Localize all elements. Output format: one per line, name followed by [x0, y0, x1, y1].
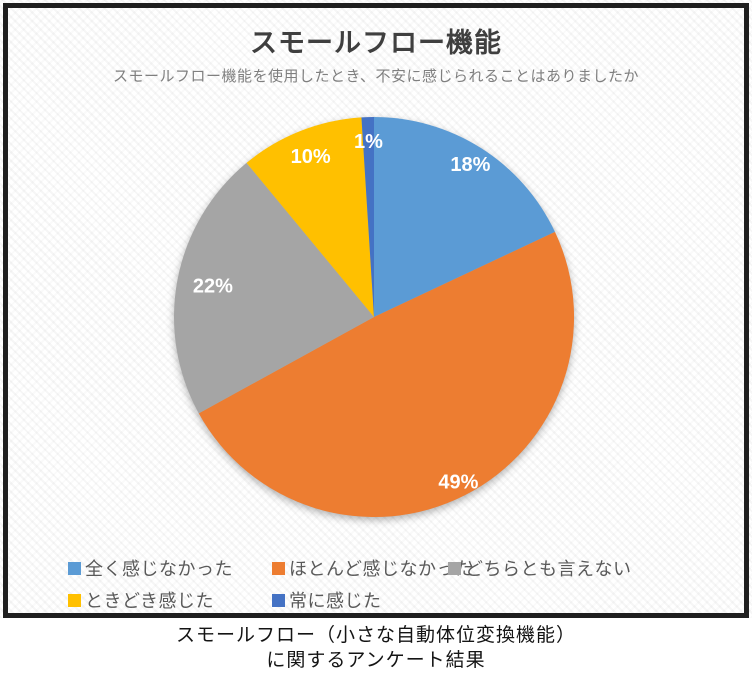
pie-data-label-1: 49%	[438, 472, 478, 494]
pie-data-label-4: 1%	[354, 131, 383, 153]
legend-item-3: ときどき感じた	[68, 589, 214, 611]
legend-item-2: どちらとも言えない	[448, 557, 632, 579]
legend-label: ときどき感じた	[85, 591, 214, 611]
legend-label: 全く感じなかった	[85, 559, 233, 579]
pie-data-label-3: 10%	[291, 146, 331, 168]
caption-line-2: に関するアンケート結果	[266, 650, 486, 671]
legend-item-4: 常に感じた	[272, 589, 382, 611]
legend-label: 常に感じた	[289, 591, 382, 611]
chart-subtitle: スモールフロー機能を使用したとき、不安に感じられることはありましたか	[113, 68, 639, 85]
chart-canvas: スモールフロー機能 スモールフロー機能を使用したとき、不安に感じられることはあり…	[0, 0, 752, 618]
pie-slice-4	[361, 116, 374, 317]
chart-caption: スモールフロー（小さな自動体位変換機能） に関するアンケート結果	[0, 618, 752, 686]
pie-slice-0	[374, 116, 555, 317]
legend-swatch-icon	[68, 561, 81, 575]
legend-swatch-icon	[68, 593, 81, 607]
legend-swatch-icon	[448, 561, 461, 575]
pie-chart: 18% 49% 22% 10% 1%	[174, 116, 575, 518]
pie-slice-1	[198, 231, 575, 518]
pie-data-label-2: 22%	[193, 275, 233, 297]
chart-title: スモールフロー機能	[250, 28, 502, 58]
legend-label: ほとんど感じなかった	[289, 559, 474, 579]
legend-item-0: 全く感じなかった	[68, 557, 233, 579]
legend-item-1: ほとんど感じなかった	[272, 557, 473, 579]
legend-swatch-icon	[272, 561, 285, 575]
pie-slice-2	[174, 162, 374, 414]
caption-line-1: スモールフロー（小さな自動体位変換機能）	[175, 625, 576, 646]
pie-data-label-0: 18%	[450, 154, 490, 176]
legend-swatch-icon	[272, 593, 285, 607]
pie-slice-3	[246, 117, 374, 317]
legend-label: どちらとも言えない	[465, 559, 632, 579]
